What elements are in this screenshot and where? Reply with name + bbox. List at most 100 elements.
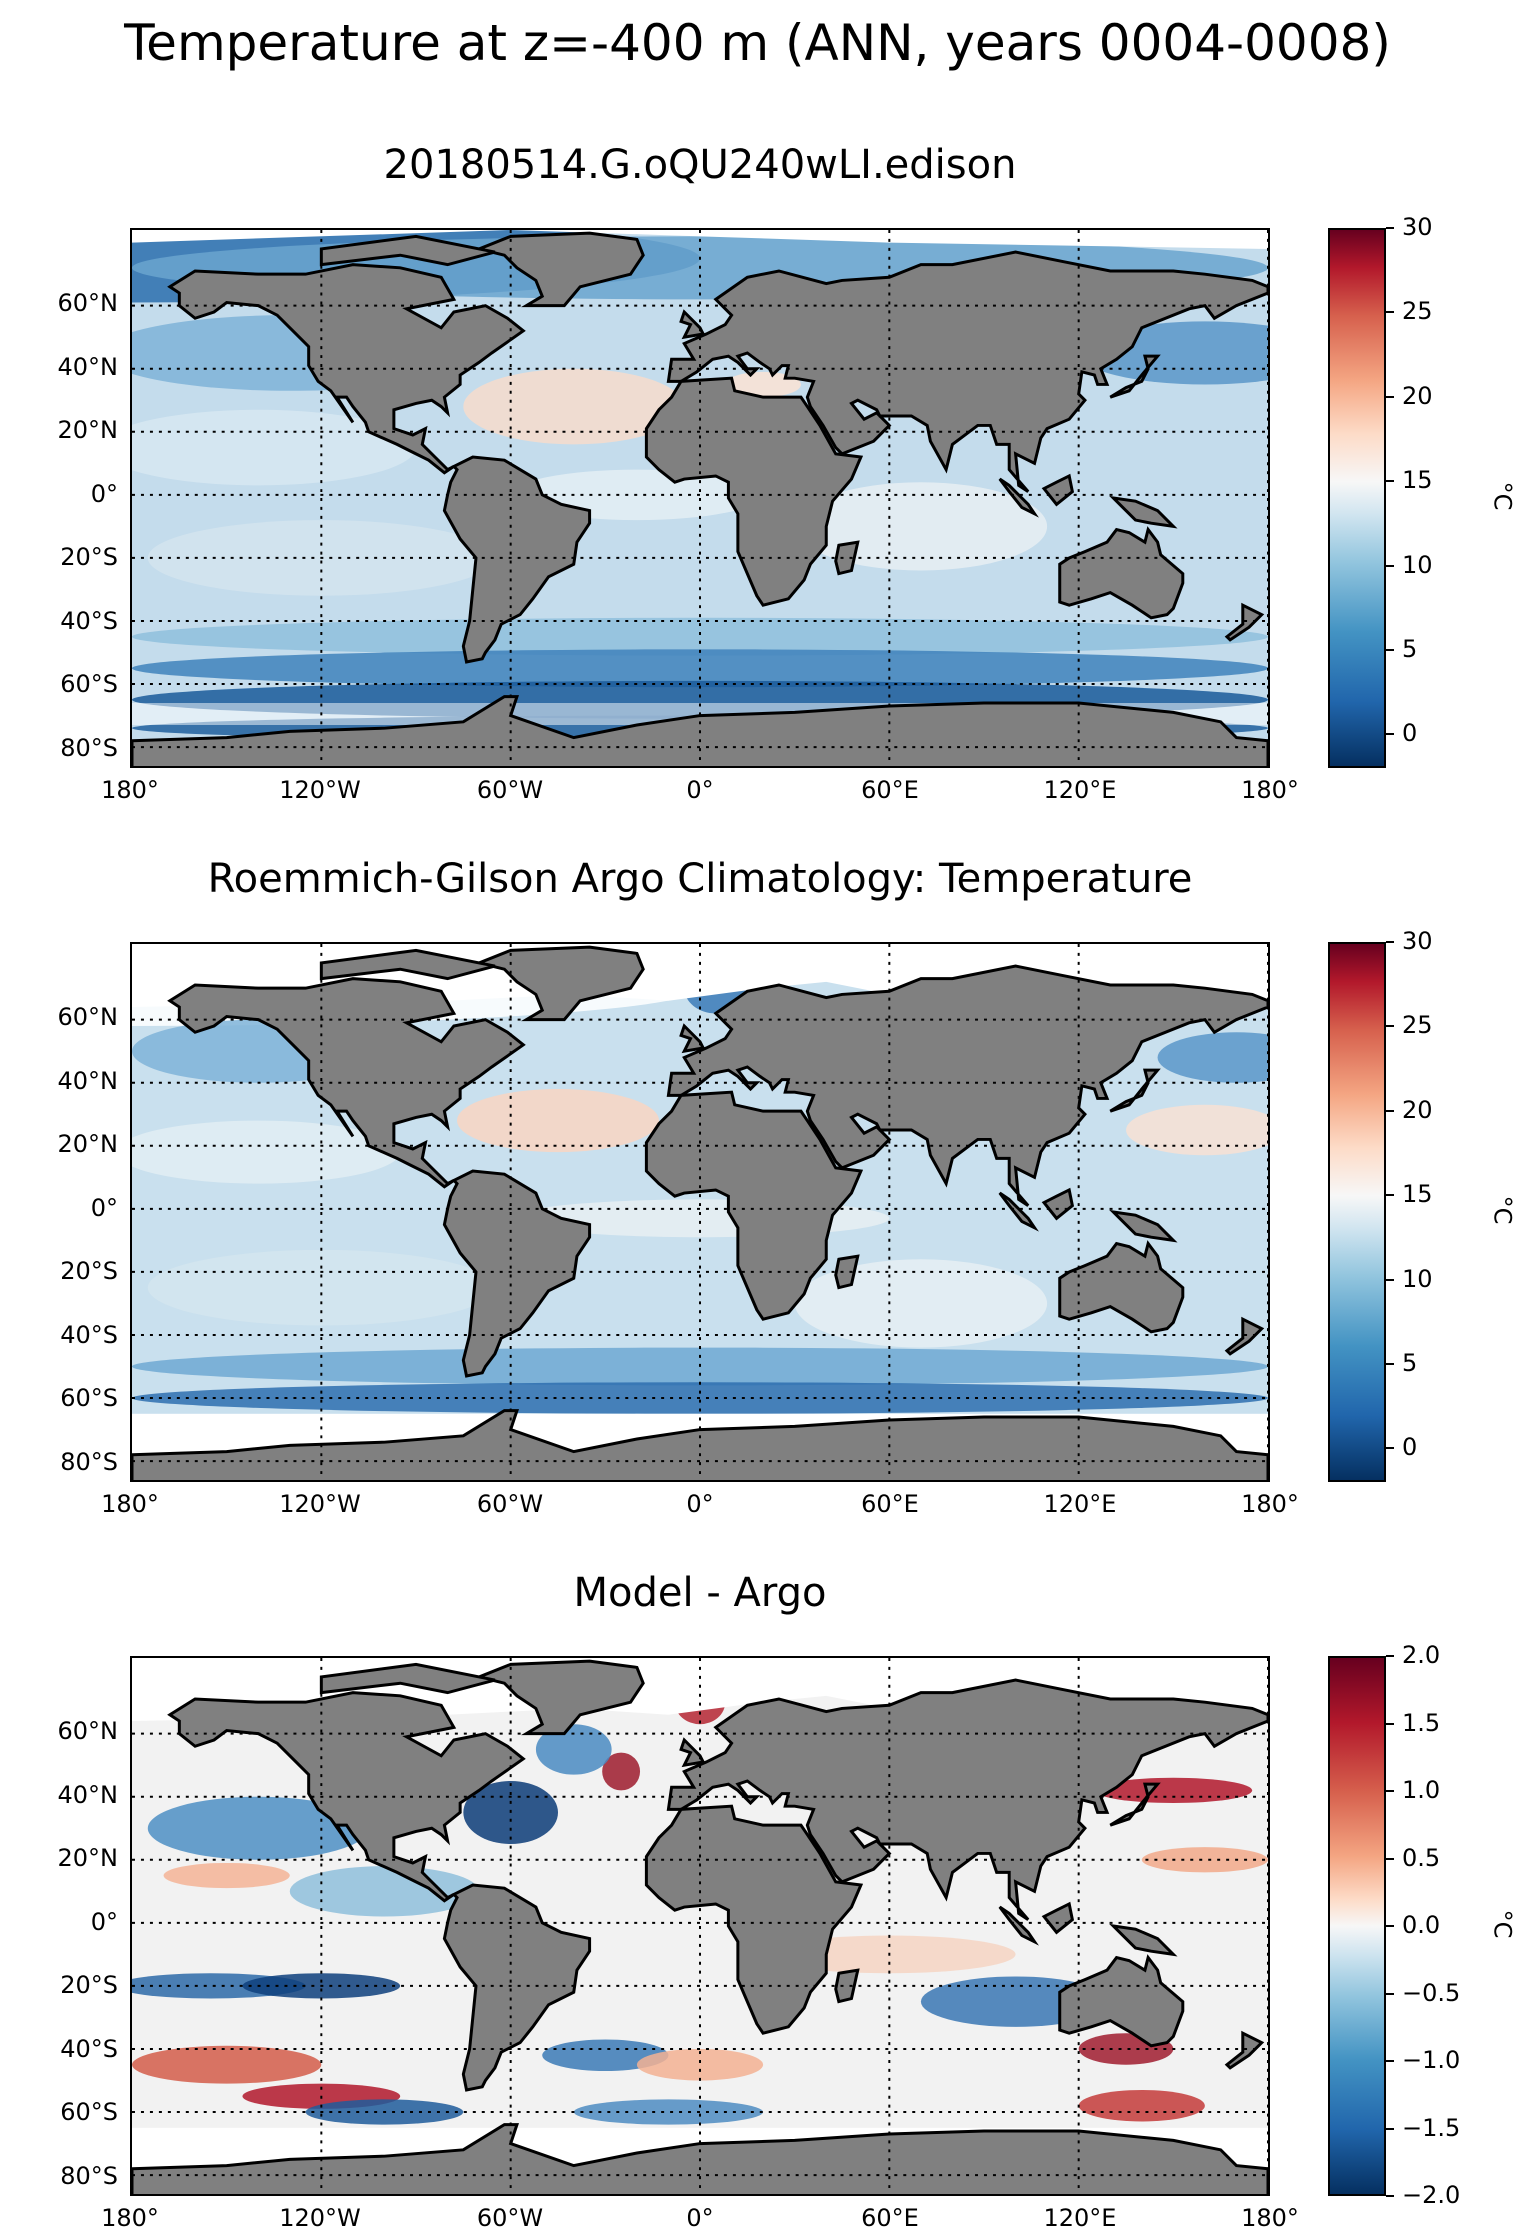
colorbar-tick-label: 0: [1402, 719, 1418, 748]
lat-tick-label: 40°N: [57, 352, 119, 381]
colorbar-tick: −0.5: [1386, 1979, 1460, 2007]
lat-tick-label: 20°S: [60, 543, 118, 572]
lon-tick-label: 180°: [101, 2204, 159, 2232]
panel-3-map: [130, 1656, 1270, 2196]
lat-tick-label: 0°: [90, 1907, 118, 1936]
colorbar-tick: 5: [1386, 1349, 1417, 1377]
field-patch: [132, 617, 1268, 656]
landmass-north-america: [167, 977, 526, 1189]
landmass-australia: [1058, 1954, 1185, 2048]
panel-2-title: Roemmich-Gilson Argo Climatology: Temper…: [207, 856, 1193, 902]
lon-tick-label: 0°: [686, 2204, 714, 2232]
landmass-sumatra: [998, 1905, 1039, 1946]
lon-tick-label: 180°: [1241, 2204, 1299, 2232]
field-patch: [794, 1259, 1048, 1348]
landmass-sumatra: [998, 1191, 1039, 1232]
lat-tick-label: 60°N: [57, 1717, 119, 1746]
colorbar-tick: 30: [1386, 213, 1433, 241]
lat-tick-label: 80°S: [60, 733, 118, 762]
colorbar-tick-label: 20: [1402, 381, 1433, 410]
colorbar-tick-label: 0: [1402, 1433, 1418, 1462]
panel-2-map: [130, 942, 1270, 1482]
colorbar-tick-label: −1.5: [1402, 2113, 1461, 2142]
graticule: [132, 1658, 1268, 2194]
colorbar-tick-label: 15: [1402, 1180, 1433, 1209]
landmass-madagascar: [834, 540, 860, 576]
lon-tick-label: 60°W: [476, 776, 544, 804]
colorbar-tick-label: 0.0: [1402, 1911, 1441, 1939]
graticule: [132, 944, 1268, 1480]
colorbar-tick: 1.0: [1386, 1776, 1440, 1804]
lon-tick-label: 0°: [686, 776, 714, 804]
landmass-borneo: [1041, 1901, 1075, 1935]
colorbar-tick-label: 2.0: [1402, 1641, 1441, 1669]
lon-tick-label: 120°W: [279, 2204, 361, 2232]
field-patch: [1141, 1847, 1268, 1873]
field-patch: [542, 2039, 669, 2072]
panel-2-map-svg: [132, 944, 1268, 1480]
landmass-north-america: [167, 263, 526, 475]
landmass-uk: [679, 1737, 706, 1768]
landmass-uk: [679, 1023, 706, 1054]
colorbar-tick: −2.0: [1386, 2181, 1460, 2209]
lon-tick-label: 0°: [686, 1490, 714, 1518]
colorbar-tick-label: 0.5: [1402, 1843, 1441, 1872]
landmass-greenland: [474, 231, 645, 308]
lat-tick-label: 20°N: [57, 1844, 119, 1873]
lon-tick-label: 60°W: [476, 1490, 544, 1518]
landmass-north-america: [167, 1691, 526, 1903]
colorbar-tick-label: −1.0: [1402, 2046, 1461, 2074]
lon-tick-label: 60°E: [861, 776, 919, 804]
lat-tick-label: 20°N: [57, 1130, 119, 1159]
lat-tick-label: 80°S: [60, 2161, 118, 2190]
colorbar-tick: 10: [1386, 1265, 1433, 1293]
colorbar-tick: 25: [1386, 297, 1433, 325]
colorbar-tick-label: −2.0: [1402, 2181, 1461, 2209]
landmass-madagascar: [834, 1254, 860, 1290]
colorbar-tick: 0: [1386, 1433, 1417, 1461]
field-patch: [457, 1089, 659, 1153]
lat-tick-label: 40°N: [57, 1780, 119, 1809]
field-patch: [725, 371, 801, 398]
colorbar-tick: 2.0: [1386, 1641, 1440, 1669]
colorbar-tick-label: 10: [1402, 1264, 1433, 1293]
landmass-africa: [644, 1090, 864, 1321]
lon-tick-label: 120°E: [1043, 2204, 1117, 2232]
lon-tick-label: 180°: [1241, 1490, 1299, 1518]
field-patch: [1094, 1777, 1253, 1804]
lat-tick-label: 60°N: [57, 289, 119, 318]
lon-tick-label: 60°E: [861, 1490, 919, 1518]
field-patch: [147, 1249, 495, 1326]
colorbar-tick: 30: [1386, 927, 1433, 955]
colorbar-tick-label: 20: [1402, 1095, 1433, 1124]
colorbar-tick: −1.5: [1386, 2114, 1460, 2142]
colorbar-tick-label: 30: [1402, 213, 1433, 241]
colorbar-tick-label: 15: [1402, 466, 1433, 495]
colorbar-tick: −1.0: [1386, 2046, 1460, 2074]
landmass-new-guinea: [1109, 495, 1178, 529]
landmass-eurasia: [666, 1678, 1268, 1921]
lon-tick-label: 120°E: [1043, 776, 1117, 804]
panel-1-map: [130, 228, 1270, 768]
panel-3-map-svg: [132, 1658, 1268, 2194]
lat-tick-label: 80°S: [60, 1447, 118, 1476]
lat-tick-label: 40°S: [60, 1320, 118, 1349]
landmass-greenland: [474, 1659, 645, 1736]
landmass-new-guinea: [1109, 1923, 1178, 1957]
panel-3-title: Model - Argo: [573, 1570, 827, 1616]
landmass-japan: [1109, 1782, 1161, 1827]
colorbar-tick-label: 25: [1402, 297, 1433, 326]
landmass-sumatra: [998, 477, 1039, 518]
field-patch: [636, 2048, 764, 2081]
panel-3-colorbar-unit: °C: [1488, 1909, 1515, 1939]
landmass-south-america: [442, 1883, 592, 2092]
landmass-eurasia: [666, 964, 1268, 1207]
colorbar-tick: 0: [1386, 719, 1417, 747]
lat-tick-label: 0°: [90, 1193, 118, 1222]
landmass-south-america: [442, 455, 592, 664]
no-data-region: [132, 230, 1268, 249]
field-patch: [163, 1862, 290, 1889]
field-patch: [1157, 1032, 1268, 1083]
colorbar-tick: 15: [1386, 1180, 1433, 1208]
landmass-new-zealand: [1224, 1316, 1265, 1356]
